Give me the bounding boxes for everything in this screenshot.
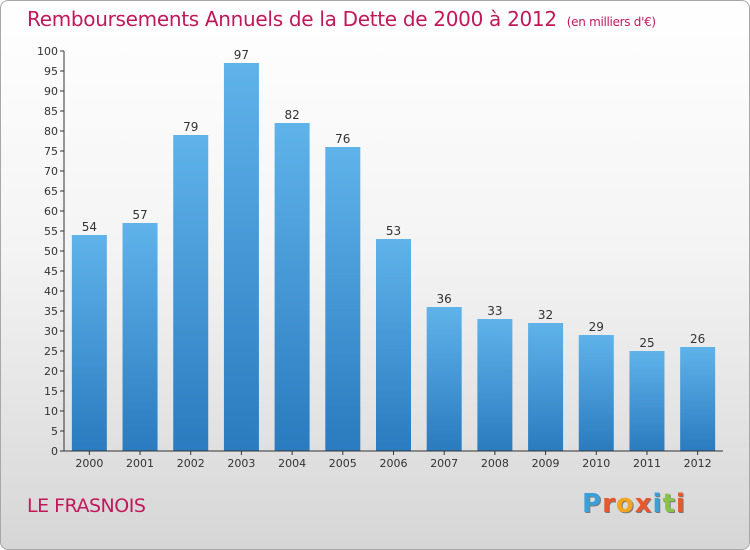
bar-2005 [325,147,361,451]
bar-2006 [376,239,411,451]
logo-letter: x [634,489,653,519]
data-label: 25 [639,336,654,350]
y-tick-label: 90 [44,85,58,98]
bar-2010 [578,335,614,451]
proxiti-logo[interactable]: Proxiti [582,489,686,519]
bar-2003 [223,63,259,451]
bar-2008 [477,319,513,451]
y-tick-label: 100 [37,45,58,58]
data-label: 29 [589,320,604,334]
bar-2011 [629,351,665,451]
y-tick-label: 45 [44,265,58,278]
bar-2001 [122,223,158,451]
x-tick-label: 2011 [633,457,661,470]
bar-2012 [680,347,716,451]
chart-subtitle: (en milliers d'€) [566,15,656,29]
y-axis: 0 5 10 15 20 25 30 35 40 45 50 55 60 65 70 75 80 85 90 95 10… [37,45,65,458]
data-label: 54 [82,220,97,234]
x-tick-label: 2002 [177,457,205,470]
chart-title: Remboursements Annuels de la Dette de 20… [27,7,656,31]
bar-2000 [71,235,107,451]
y-tick-label: 10 [44,405,58,418]
data-label: 36 [437,292,452,306]
bar-2009 [528,323,564,451]
y-tick-label: 95 [44,65,58,78]
x-tick-label: 2008 [481,457,509,470]
x-tick-label: 2001 [126,457,154,470]
x-axis: 2000 2001 2002 2003 2004 2005 2006 2007 2008 2009… [64,450,723,470]
y-tick-label: 40 [44,285,58,298]
data-label: 53 [386,224,401,238]
y-tick-label: 75 [44,145,58,158]
logo-letter: i [675,489,686,519]
x-tick-label: 2000 [75,457,103,470]
data-label: 76 [335,132,350,146]
x-tick-label: 2004 [278,457,306,470]
bar-2007 [426,307,462,451]
x-tick-label: 2005 [329,457,357,470]
bar-2004 [274,123,310,451]
y-tick-label: 5 [51,425,58,438]
bars: 54 57 79 97 82 76 53 36 33 32 29 25 26 [71,48,716,451]
data-label: 97 [234,48,249,62]
data-label: 26 [690,332,705,346]
x-tick-label: 2010 [582,457,610,470]
y-tick-label: 65 [44,185,58,198]
y-tick-label: 0 [51,445,58,458]
y-tick-label: 20 [44,365,58,378]
y-tick-label: 85 [44,105,58,118]
y-tick-label: 80 [44,125,58,138]
y-tick-label: 55 [44,225,58,238]
data-label: 79 [183,120,198,134]
x-tick-label: 2003 [227,457,255,470]
logo-letter: t [662,489,676,519]
y-tick-label: 50 [44,245,58,258]
location-name: LE FRASNOIS [27,495,146,517]
logo-letter: i [652,489,663,519]
chart-title-text: Remboursements Annuels de la Dette de 20… [27,7,557,31]
data-label: 82 [284,108,299,122]
bar-2002 [173,135,209,451]
logo-letter: P [582,489,603,519]
data-label: 32 [538,308,553,322]
x-tick-label: 2012 [684,457,712,470]
data-label: 57 [132,208,147,222]
logo-letter: r [602,489,616,519]
x-tick-label: 2007 [430,457,458,470]
y-tick-label: 35 [44,305,58,318]
y-tick-label: 15 [44,385,58,398]
x-tick-label: 2006 [380,457,408,470]
y-tick-label: 60 [44,205,58,218]
x-tick-label: 2009 [532,457,560,470]
y-tick-label: 70 [44,165,58,178]
data-label: 33 [487,304,502,318]
y-tick-label: 25 [44,345,58,358]
logo-letter: o [615,489,635,519]
y-tick-label: 30 [44,325,58,338]
